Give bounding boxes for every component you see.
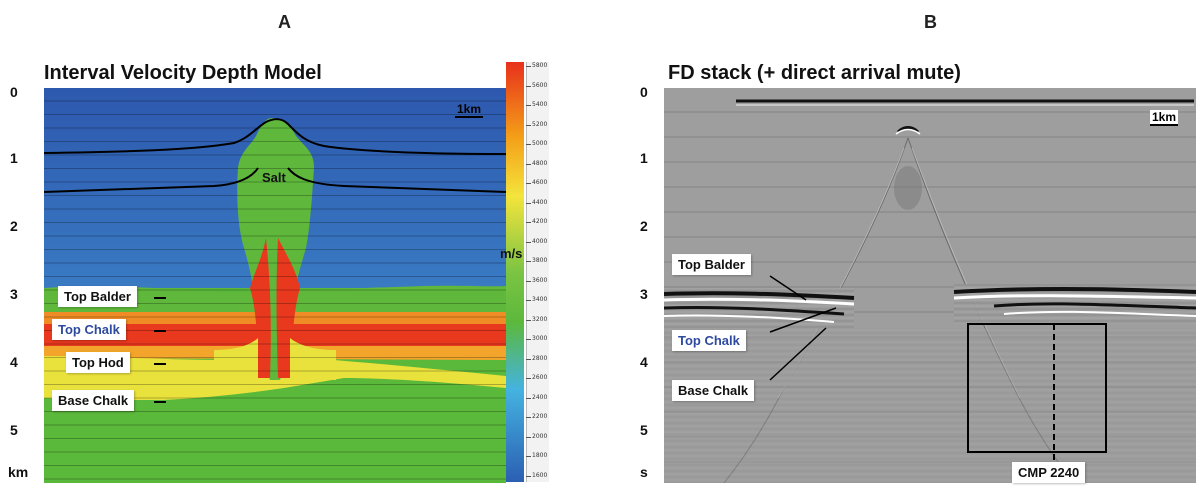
colorbar-tick-mark	[526, 436, 531, 438]
velocity-colorbar	[506, 62, 524, 482]
panel-a-depth-tick: 2	[10, 218, 18, 234]
colorbar-tick-label: 5400	[532, 101, 548, 109]
panel-a-letter: A	[278, 12, 291, 32]
colorbar-tick-mark	[526, 85, 531, 87]
horizon-label-top-balder: Top Balder	[672, 254, 751, 275]
panel-a-title: Interval Velocity Depth Model	[44, 62, 322, 84]
colorbar-tick-mark	[526, 378, 531, 380]
colorbar-tick-mark	[526, 261, 531, 263]
colorbar-tick-label: 1600	[532, 472, 548, 479]
colorbar-tick-mark	[526, 183, 531, 185]
colorbar-tick-mark	[526, 144, 531, 146]
colorbar-tick-mark	[526, 339, 531, 341]
colorbar-tick-label: 4200	[532, 218, 548, 226]
colorbar-tick-mark	[526, 66, 531, 67]
panel-b-depth-tick: 1	[640, 150, 648, 166]
horizon-pointers-b	[769, 275, 837, 381]
colorbar-tick-label: 2200	[532, 413, 548, 421]
panel-a-scale-bar: 1km	[455, 102, 484, 118]
panel-b-depth-tick: 2	[640, 218, 648, 234]
colorbar-tick-mark	[526, 358, 531, 360]
colorbar-tick-label: 4400	[532, 198, 548, 206]
colorbar-unit: m/s	[500, 246, 523, 261]
colorbar-tick-label: 3800	[532, 257, 548, 265]
velocity-model-image	[44, 88, 506, 483]
panel-b-depth-tick: 5	[640, 422, 648, 438]
colorbar-tick-mark	[526, 241, 531, 243]
colorbar-tick-strip	[526, 62, 549, 482]
colorbar-tick-mark	[526, 417, 531, 419]
panel-a-depth-unit: km	[8, 464, 29, 480]
panel-b-scale-bar: 1km	[1150, 110, 1179, 126]
colorbar-tick-mark	[526, 476, 531, 477]
panel-b-depth-tick: 4	[640, 354, 648, 370]
panel-a-depth-tick: 5	[10, 422, 18, 438]
panel-b-letter: B	[924, 12, 937, 32]
colorbar-tick-label: 5200	[532, 120, 548, 128]
panel-a-depth-tick: 0	[10, 84, 18, 100]
colorbar-tick-label: 3200	[532, 315, 548, 323]
colorbar-tick-mark	[526, 163, 531, 165]
panel-b-depth-unit: s	[640, 464, 648, 480]
colorbar-tick-mark	[526, 280, 531, 282]
colorbar-tick-label: 5600	[532, 81, 548, 89]
horizon-label-base-chalk: Base Chalk	[672, 380, 755, 401]
fd-stack-image	[664, 88, 1196, 483]
panel-a-depth-tick: 1	[10, 150, 18, 166]
colorbar-tick-label: 5800	[532, 62, 548, 69]
horizon-label-base-chalk: Base Chalk	[52, 390, 135, 411]
panel-a-salt-label: Salt	[262, 170, 286, 185]
panel-b-depth-tick: 0	[640, 84, 648, 100]
panel-b-depth-tick: 3	[640, 286, 648, 302]
colorbar-tick-mark	[526, 202, 531, 204]
horizon-label-top-chalk: Top Chalk	[52, 319, 126, 340]
colorbar-tick-label: 2800	[532, 354, 548, 362]
panel-a-depth-tick: 3	[10, 286, 18, 302]
horizon-ticks-a	[154, 297, 166, 403]
panel-b-title: FD stack (+ direct arrival mute)	[668, 62, 961, 84]
horizon-label-top-chalk: Top Chalk	[672, 330, 746, 351]
colorbar-tick-label: 4600	[532, 179, 548, 187]
panel-a-depth-tick: 4	[10, 354, 18, 370]
colorbar-tick-mark	[526, 397, 531, 399]
colorbar-tick-label: 4800	[532, 159, 548, 167]
colorbar-tick-mark	[526, 319, 531, 321]
horizon-label-top-hod: Top Hod	[66, 352, 130, 373]
colorbar-tick-label: 2000	[532, 432, 548, 440]
colorbar-tick-label: 5000	[532, 140, 548, 148]
colorbar-tick-label: 3000	[532, 335, 548, 343]
colorbar-tick-label: 4000	[532, 237, 548, 245]
colorbar-tick-mark	[526, 105, 531, 107]
colorbar-tick-label: 3400	[532, 296, 548, 304]
cmp-label: CMP 2240	[1012, 462, 1086, 483]
colorbar-tick-mark	[526, 300, 531, 302]
colorbar-tick-label: 2400	[532, 393, 548, 401]
colorbar-tick-label: 2600	[532, 374, 548, 382]
colorbar-tick-mark	[526, 124, 531, 126]
colorbar-tick-mark	[526, 222, 531, 224]
horizon-label-top-balder: Top Balder	[58, 286, 137, 307]
colorbar-tick-label: 1800	[532, 452, 548, 460]
colorbar-tick-mark	[526, 456, 531, 458]
colorbar-tick-label: 3600	[532, 276, 548, 284]
